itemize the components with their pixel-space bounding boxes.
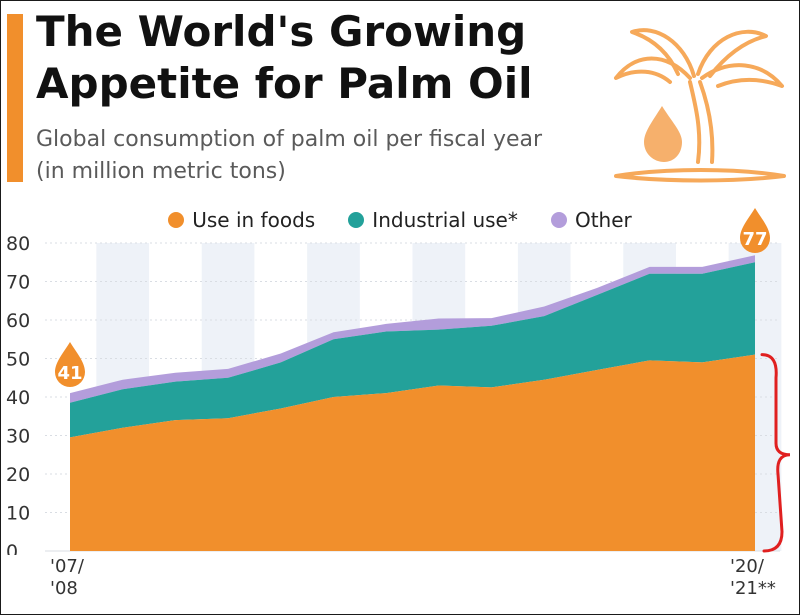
legend-label-foods: Use in foods xyxy=(192,208,316,232)
legend-swatch-other xyxy=(550,212,567,228)
y-tick-label: 30 xyxy=(6,426,30,448)
y-tick-label: 60 xyxy=(6,310,30,332)
area-series-industrial xyxy=(70,262,755,438)
y-tick-label: 70 xyxy=(6,272,30,294)
palm-tree-oil-drop-icon xyxy=(614,28,786,183)
chart-title: The World's Growing Appetite for Palm Oi… xyxy=(36,7,533,108)
legend-label-industrial: Industrial use* xyxy=(372,208,518,232)
legend-swatch-foods xyxy=(168,212,185,228)
callout-end: 77 xyxy=(740,208,770,253)
area-series-other xyxy=(70,255,755,403)
y-tick-label: 20 xyxy=(6,464,30,486)
red-bracket-annotation xyxy=(760,353,791,553)
legend-item-other: Other xyxy=(550,208,632,232)
x-tick-label-end: '20/ '21** xyxy=(730,556,776,599)
callout-end-label: 77 xyxy=(742,229,767,250)
area-series-foods xyxy=(70,354,755,551)
y-tick-label: 40 xyxy=(6,387,30,409)
y-tick-label: 80 xyxy=(6,233,30,255)
y-tick-label: 0 xyxy=(6,541,18,555)
legend: Use in foods Industrial use* Other xyxy=(0,208,800,232)
callout-start-shape xyxy=(55,342,85,387)
accent-bar xyxy=(7,14,23,182)
stacked-area-chart: 0 10 20 30 40 50 60 70 80 41 77 xyxy=(6,208,791,555)
legend-swatch-industrial xyxy=(348,212,365,228)
chart-subtitle: Global consumption of palm oil per fisca… xyxy=(36,127,543,184)
legend-label-other: Other xyxy=(574,208,632,232)
callout-start-label: 41 xyxy=(57,363,82,384)
x-tick-label-start: '07/ '08 xyxy=(50,556,84,599)
callout-start: 41 xyxy=(55,342,85,387)
y-tick-label: 10 xyxy=(6,503,30,525)
callout-end-shape xyxy=(740,208,770,253)
y-tick-label: 50 xyxy=(6,349,30,371)
legend-item-industrial: Industrial use* xyxy=(348,208,518,232)
legend-item-foods: Use in foods xyxy=(168,208,315,232)
